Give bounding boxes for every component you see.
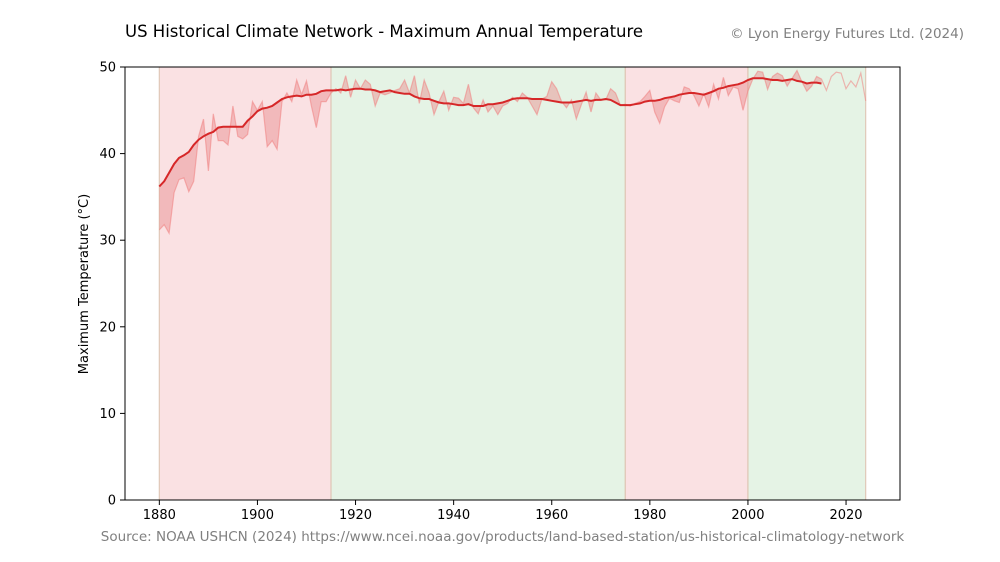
x-axis: 1880 1900 1920 1940 1960 1980 2000 2020 bbox=[143, 500, 863, 523]
y-axis-label: Maximum Temperature (°C) bbox=[77, 194, 92, 374]
source-note: Source: NOAA USHCN (2024) https://www.nc… bbox=[100, 529, 905, 545]
y-axis: 0 10 20 30 40 50 bbox=[99, 61, 125, 509]
y-tick-label-40: 40 bbox=[99, 147, 116, 162]
deviation-fill bbox=[159, 70, 822, 234]
x-tick-label-1920: 1920 bbox=[339, 508, 372, 523]
moving-average-line bbox=[158, 77, 822, 188]
y-tick-label-50: 50 bbox=[99, 61, 116, 76]
chart-marks bbox=[158, 69, 867, 236]
x-tick-label-1940: 1940 bbox=[437, 508, 470, 523]
x-tick-label-1960: 1960 bbox=[535, 508, 568, 523]
x-tick-label-1980: 1980 bbox=[633, 508, 666, 523]
x-tick-label-2000: 2000 bbox=[731, 508, 764, 523]
plot-frame bbox=[124, 66, 901, 501]
period-band-1 bbox=[331, 67, 626, 500]
copyright-notice: © Lyon Energy Futures Ltd. (2024) bbox=[730, 26, 964, 42]
x-tick-label-1880: 1880 bbox=[143, 508, 176, 523]
x-tick-label-1900: 1900 bbox=[241, 508, 274, 523]
period-band-0 bbox=[159, 67, 332, 500]
shaded-periods bbox=[158, 67, 867, 500]
period-band-3 bbox=[747, 67, 866, 500]
y-tick-label-20: 20 bbox=[99, 320, 116, 335]
x-tick-label-2020: 2020 bbox=[829, 508, 862, 523]
annual-series-line bbox=[158, 69, 867, 236]
chart-title: US Historical Climate Network - Maximum … bbox=[125, 22, 644, 41]
y-tick-label-10: 10 bbox=[99, 407, 116, 422]
period-band-2 bbox=[625, 67, 748, 500]
y-tick-label-30: 30 bbox=[99, 234, 116, 249]
y-tick-label-0: 0 bbox=[108, 494, 116, 509]
